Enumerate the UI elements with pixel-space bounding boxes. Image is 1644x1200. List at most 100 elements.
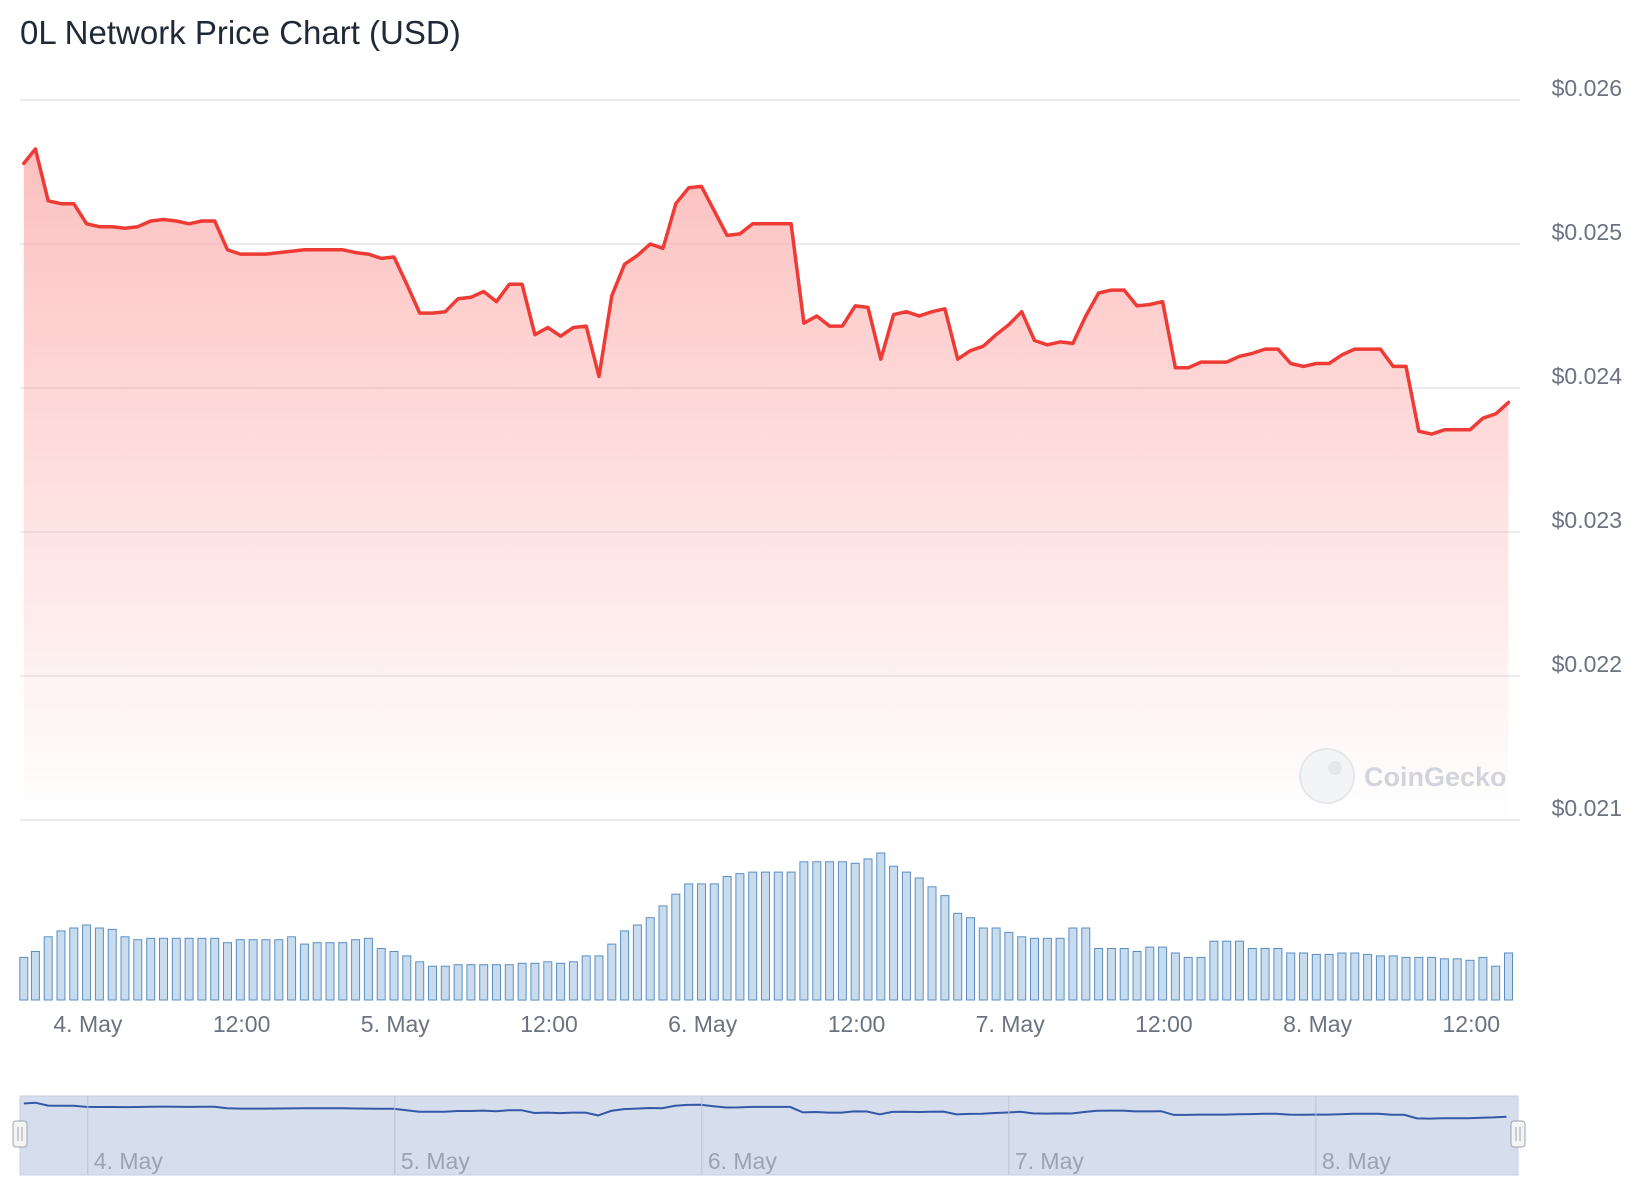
volume-bar[interactable] (1299, 952, 1308, 1001)
volume-bar[interactable] (722, 876, 732, 1001)
volume-bar[interactable] (1068, 927, 1078, 1001)
volume-bar[interactable] (415, 961, 425, 1001)
volume-bar[interactable] (748, 871, 758, 1001)
volume-bar[interactable] (1042, 937, 1052, 1001)
volume-bar[interactable] (684, 883, 694, 1001)
volume-bars[interactable] (19, 852, 1513, 1001)
volume-bar[interactable] (1106, 948, 1116, 1001)
volume-bar[interactable] (1170, 952, 1180, 1001)
volume-bar[interactable] (1401, 956, 1411, 1001)
volume-bar[interactable] (594, 955, 604, 1001)
volume-bar[interactable] (1350, 952, 1360, 1001)
volume-bar[interactable] (504, 964, 514, 1001)
volume-bar[interactable] (812, 861, 822, 1001)
volume-bar[interactable] (914, 877, 924, 1001)
volume-bar[interactable] (428, 965, 437, 1001)
volume-bar[interactable] (261, 939, 271, 1001)
volume-bar[interactable] (1235, 940, 1244, 1001)
volume-bar[interactable] (1465, 959, 1475, 1001)
volume-bar[interactable] (1439, 958, 1449, 1001)
volume-bar[interactable] (69, 927, 79, 1001)
volume-bar[interactable] (479, 964, 489, 1001)
volume-bar[interactable] (991, 927, 1001, 1001)
volume-bar[interactable] (82, 924, 92, 1001)
volume-bar[interactable] (1081, 927, 1091, 1001)
volume-bar[interactable] (978, 927, 988, 1001)
volume-bar[interactable] (1452, 958, 1462, 1001)
volume-bar[interactable] (287, 936, 297, 1001)
volume-bar[interactable] (953, 912, 963, 1001)
volume-bar[interactable] (1273, 948, 1283, 1001)
volume-bar[interactable] (274, 939, 284, 1001)
volume-bar[interactable] (1196, 956, 1206, 1001)
volume-bar[interactable] (1491, 965, 1501, 1001)
volume-bar[interactable] (389, 951, 399, 1001)
navigator-right-handle[interactable] (1510, 1120, 1526, 1148)
volume-bar[interactable] (940, 895, 950, 1001)
volume-bar[interactable] (850, 862, 860, 1001)
volume-bar[interactable] (1337, 952, 1347, 1001)
volume-bar[interactable] (543, 961, 553, 1001)
volume-bar[interactable] (440, 965, 450, 1001)
volume-bar[interactable] (1119, 948, 1129, 1001)
volume-bar[interactable] (1017, 936, 1027, 1001)
volume-bar[interactable] (1504, 952, 1513, 1001)
volume-bar[interactable] (1363, 953, 1373, 1001)
volume-bar[interactable] (492, 964, 501, 1001)
volume-bar[interactable] (1286, 952, 1296, 1001)
volume-bar[interactable] (299, 943, 309, 1001)
volume-bar[interactable] (466, 964, 476, 1001)
volume-bar[interactable] (1324, 953, 1334, 1001)
volume-bar[interactable] (1004, 931, 1014, 1001)
volume-bar[interactable] (351, 939, 361, 1001)
volume-bar[interactable] (876, 852, 886, 1001)
volume-bar[interactable] (171, 937, 181, 1001)
volume-bar[interactable] (1132, 951, 1142, 1001)
volume-bar[interactable] (901, 871, 911, 1001)
volume-bar[interactable] (658, 905, 668, 1001)
volume-bar[interactable] (671, 893, 681, 1001)
volume-bar[interactable] (568, 961, 578, 1001)
volume-bar[interactable] (709, 883, 719, 1001)
volume-bar[interactable] (966, 917, 975, 1001)
volume-bar[interactable] (863, 858, 873, 1001)
volume-bar[interactable] (210, 937, 220, 1001)
volume-bar[interactable] (632, 924, 642, 1001)
volume-bar[interactable] (1427, 956, 1437, 1001)
price-line-layer[interactable] (22, 147, 1511, 436)
volume-bar[interactable] (159, 937, 168, 1001)
volume-bar[interactable] (645, 917, 655, 1001)
navigator[interactable]: 4. May 5. May 6. May 7. May 8. May (12, 1095, 1526, 1176)
volume-bar[interactable] (19, 956, 29, 1001)
volume-bar[interactable] (1094, 948, 1104, 1001)
volume-bar[interactable] (1247, 948, 1257, 1001)
volume-bar[interactable] (1030, 937, 1039, 1001)
price-line[interactable] (22, 147, 1511, 436)
volume-bar[interactable] (146, 937, 156, 1001)
volume-bar[interactable] (1311, 953, 1321, 1001)
volume-bar[interactable] (517, 962, 527, 1001)
volume-bar[interactable] (56, 930, 66, 1001)
volume-bar[interactable] (825, 861, 835, 1001)
volume-bar[interactable] (402, 955, 412, 1001)
volume-bar[interactable] (197, 937, 207, 1001)
volume-bar[interactable] (786, 871, 796, 1001)
volume-bar[interactable] (1478, 956, 1488, 1001)
volume-bar[interactable] (1260, 948, 1270, 1001)
volume-bar[interactable] (363, 937, 373, 1001)
volume-bar[interactable] (607, 943, 617, 1001)
volume-bar[interactable] (1158, 946, 1168, 1001)
volume-bar[interactable] (556, 962, 566, 1001)
volume-bar[interactable] (120, 936, 130, 1001)
volume-bar[interactable] (133, 939, 143, 1001)
volume-bar[interactable] (1414, 956, 1424, 1001)
volume-bar[interactable] (799, 861, 809, 1001)
volume-bar[interactable] (1055, 937, 1065, 1001)
volume-bar[interactable] (1388, 955, 1398, 1001)
volume-bar[interactable] (1209, 940, 1219, 1001)
volume-bar[interactable] (184, 937, 194, 1001)
volume-bar[interactable] (773, 871, 783, 1001)
volume-bar[interactable] (1375, 955, 1385, 1001)
volume-bar[interactable] (107, 928, 117, 1001)
